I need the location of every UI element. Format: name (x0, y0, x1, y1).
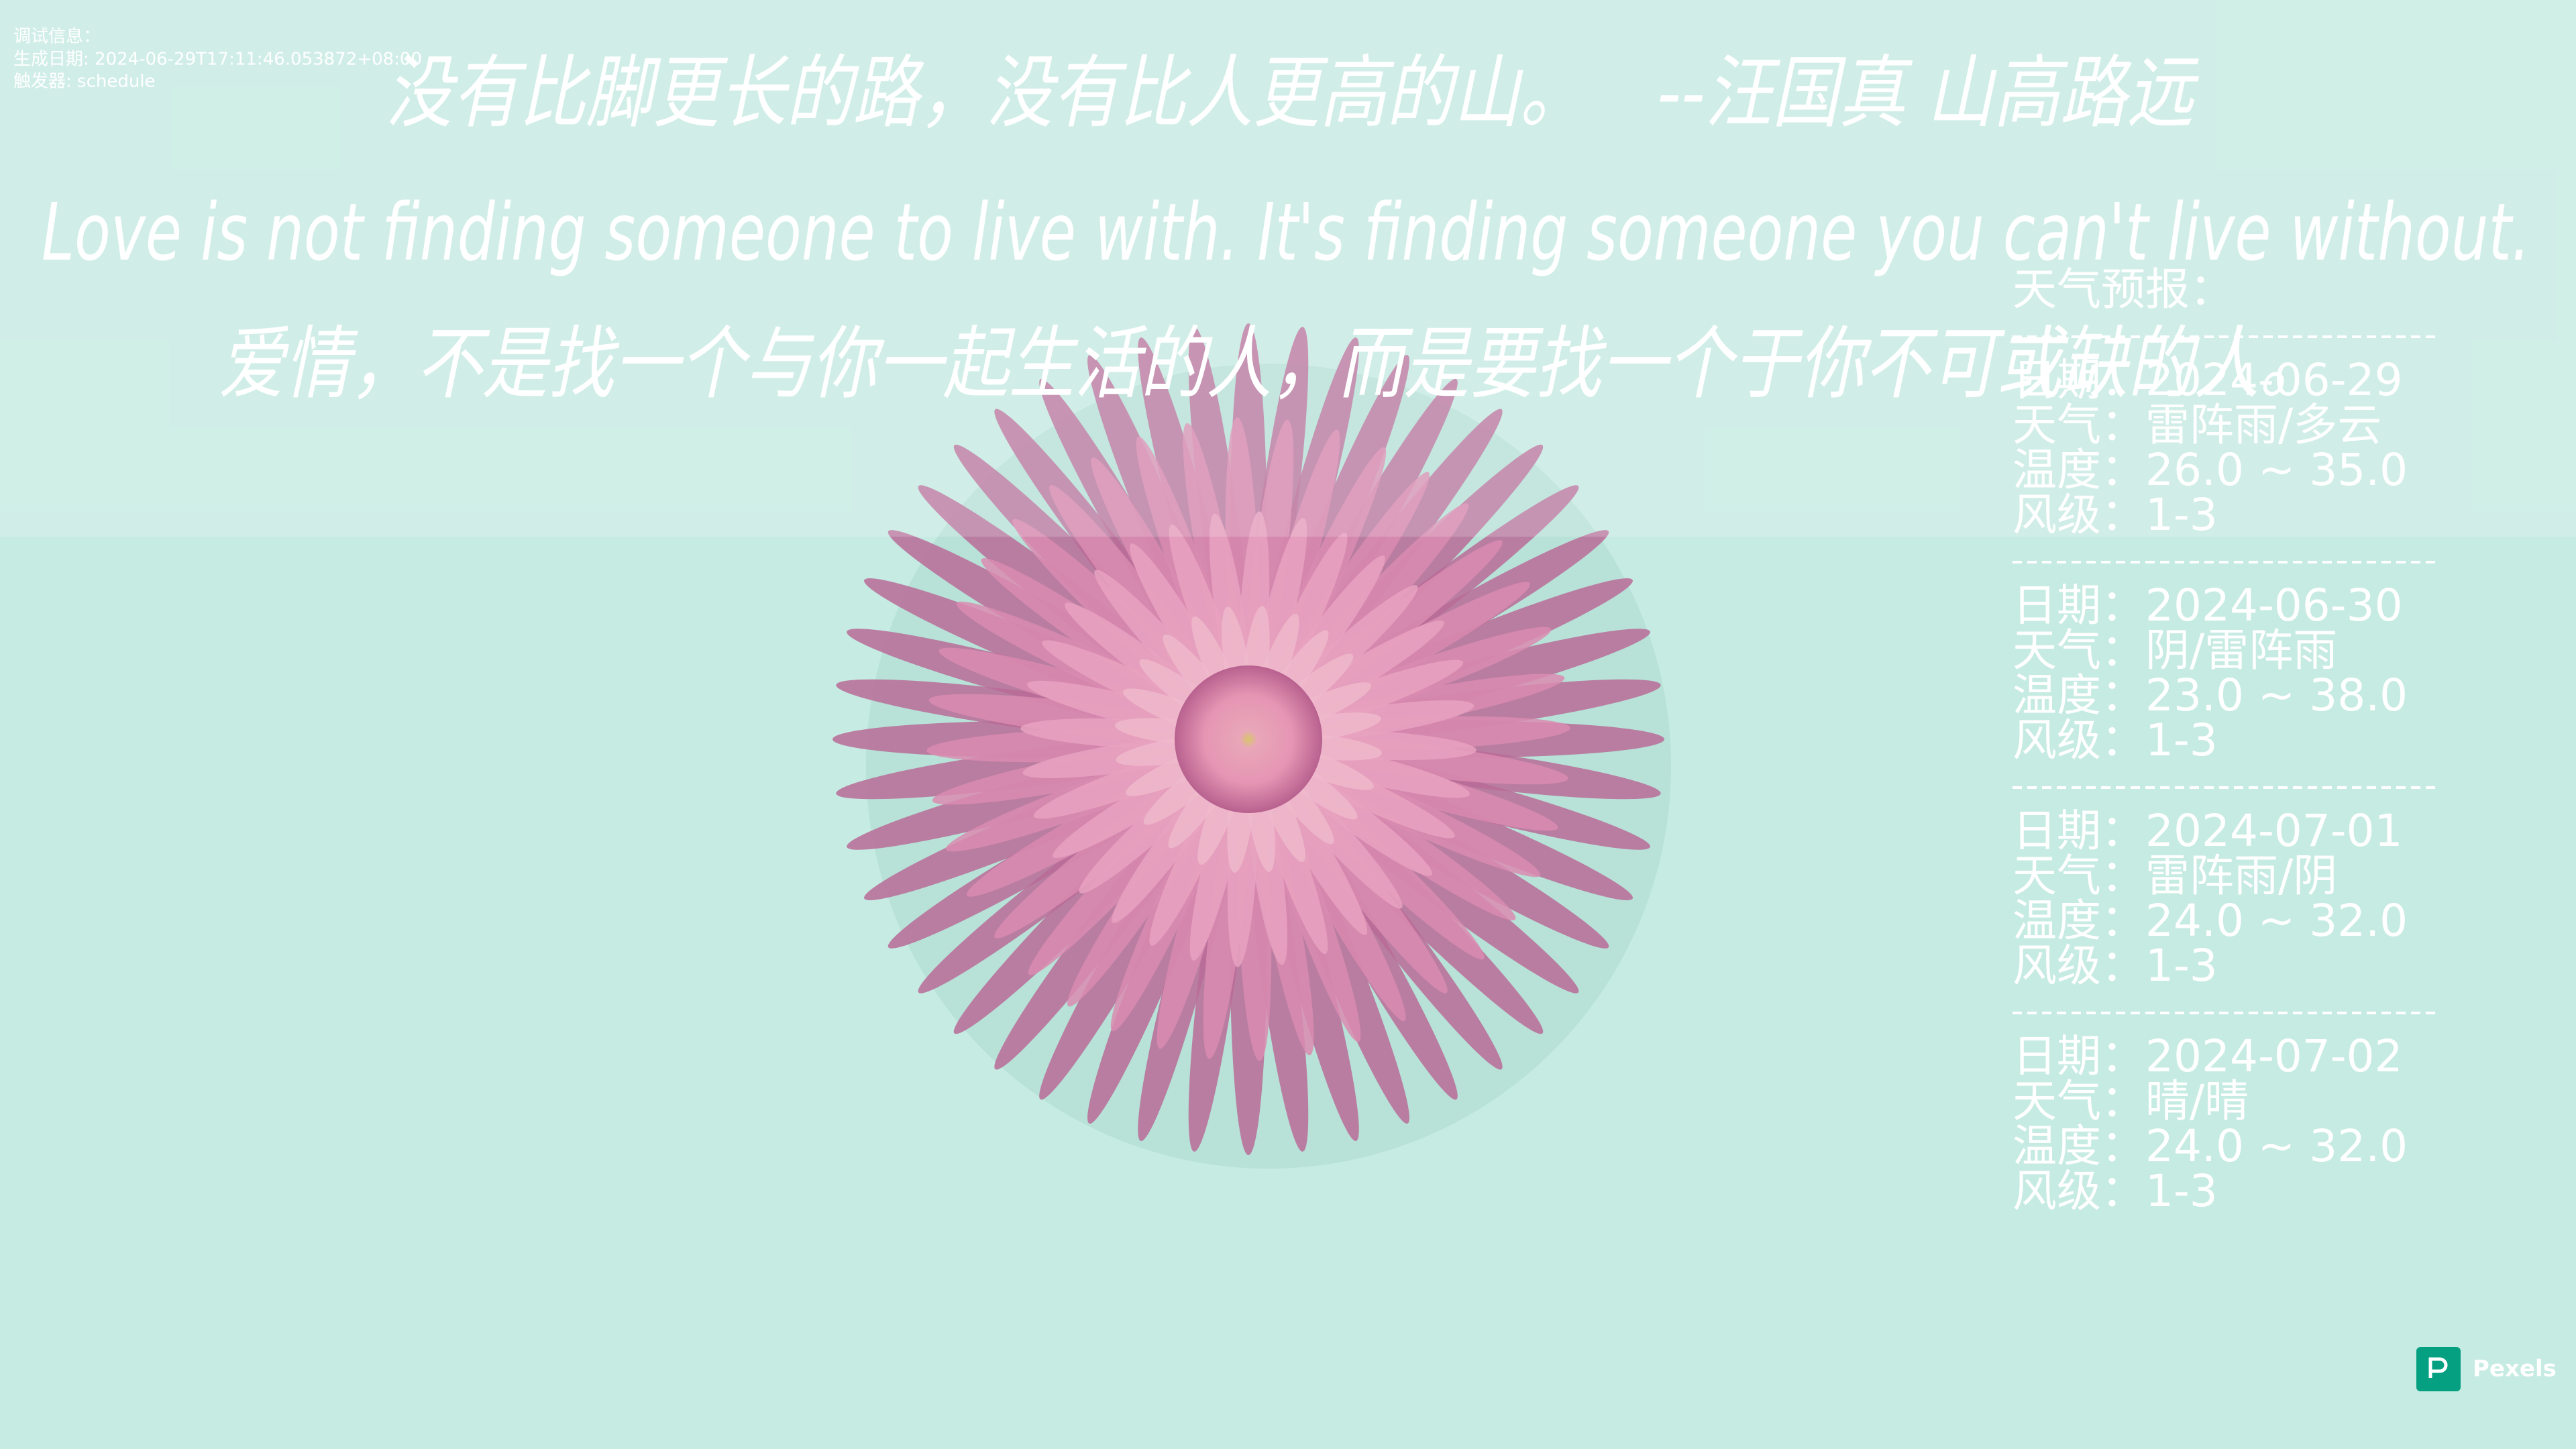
debug-generated: 生成日期: 2024-06-29T17:11:46.053872+08:00 (13, 50, 422, 70)
forecast-weather: 天气：雷阵雨/多云 (2012, 399, 2381, 451)
forecast-date: 日期：2024-07-02 (2012, 1030, 2403, 1082)
forecast-temperature: 温度：26.0 ~ 35.0 (2012, 444, 2408, 496)
quote-source: --汪国真 山高路远 (1657, 46, 2199, 139)
forecast-wind: 风级：1-3 (2012, 1165, 2218, 1217)
forecast-temperature: 温度：24.0 ~ 32.0 (2012, 1120, 2408, 1172)
forecast-wind: 风级：1-3 (2012, 714, 2218, 766)
forecast-date: 日期：2024-06-29 (2012, 354, 2403, 406)
pexels-credit: Pexels (2473, 1356, 2557, 1383)
forecast-title: 天气预报： (2012, 264, 2234, 315)
forecast-date: 日期：2024-06-30 (2012, 580, 2403, 631)
flower-photo (833, 323, 1671, 1169)
forecast-weather: 天气：雷阵雨/阴 (2012, 850, 2337, 902)
flower-center (1175, 665, 1322, 813)
quote-chinese: 爱情，不是找一个与你一起生活的人，而是要找一个于你不可或缺的人。 (219, 317, 2325, 410)
pexels-logo (2416, 1347, 2461, 1391)
forecast-weather: 天气：阴/雷阵雨 (2012, 625, 2337, 676)
forecast-wind: 风级：1-3 (2012, 940, 2218, 991)
header-overlay (0, 0, 2576, 537)
forecast-date: 日期：2024-07-01 (2012, 805, 2403, 857)
forecast-temperature: 温度：24.0 ~ 32.0 (2012, 895, 2408, 947)
forecast-wind: 风级：1-3 (2012, 489, 2218, 541)
quote-text: 没有比脚更长的路，没有比人更高的山。 (386, 46, 1587, 139)
pexels-logo-mark (2428, 1357, 2448, 1378)
debug-title: 调试信息： (13, 27, 101, 47)
quote-english: Love is not finding someone to live with… (42, 186, 2530, 278)
forecast-temperature: 温度：23.0 ~ 38.0 (2012, 669, 2408, 721)
debug-trigger: 触发器: schedule (13, 72, 156, 92)
forecast-weather: 天气：晴/晴 (2012, 1075, 2249, 1127)
